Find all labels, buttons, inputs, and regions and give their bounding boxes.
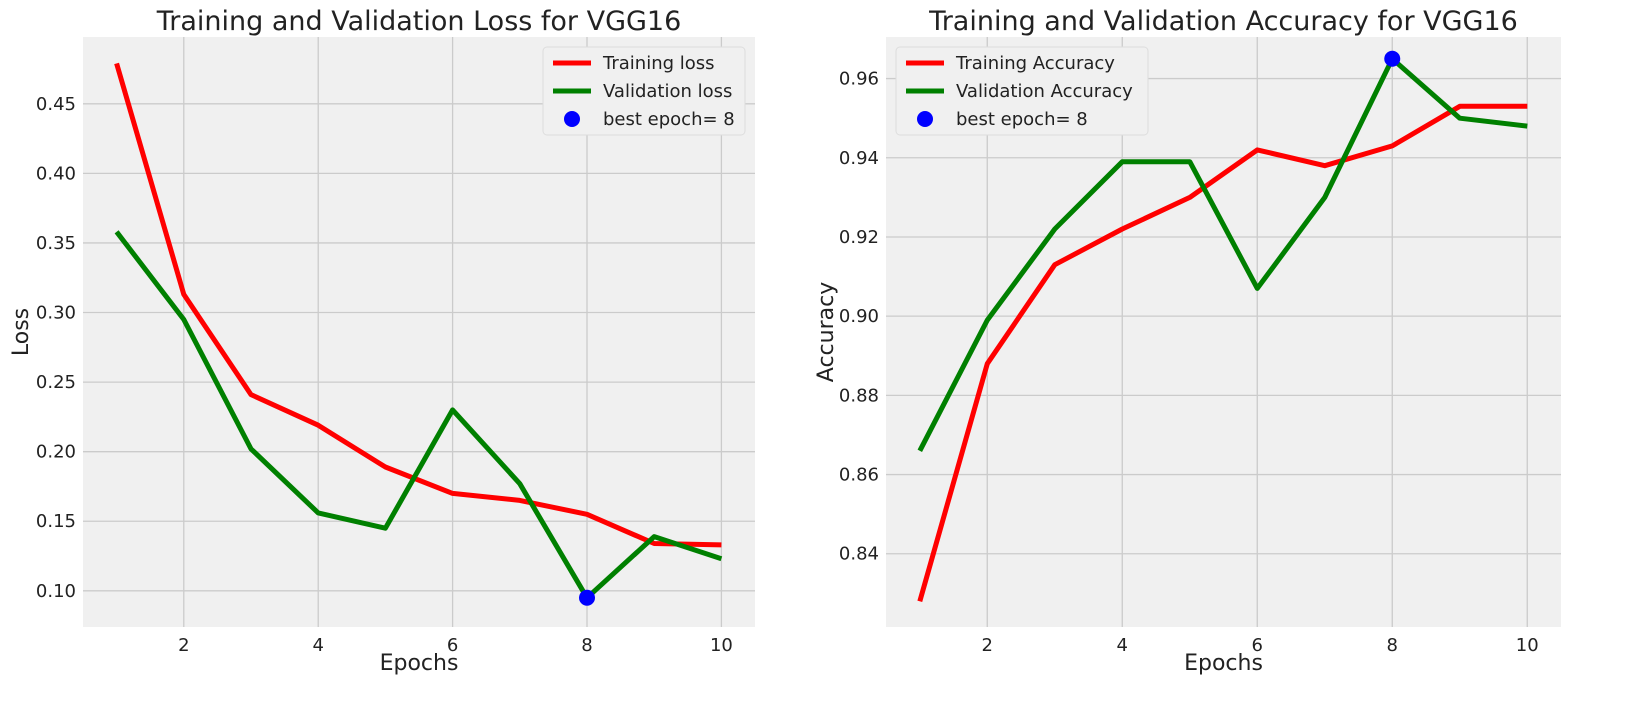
loss-y-tick-label: 0.30 [36, 303, 76, 324]
loss-x-tick-label: 8 [581, 635, 592, 656]
loss-y-tick-label: 0.35 [36, 233, 76, 254]
accuracy-x-axis-label: Epochs [1184, 651, 1263, 676]
accuracy-legend-label: best epoch= 8 [956, 109, 1088, 130]
accuracy-legend-label: Validation Accuracy [956, 81, 1133, 102]
accuracy-x-tick-label: 2 [982, 635, 993, 656]
accuracy-chart-title: Training and Validation Accuracy for VGG… [928, 6, 1518, 37]
accuracy-series-training-line [917, 103, 1528, 602]
accuracy-legend-marker [917, 111, 933, 127]
loss-series-training-line [114, 62, 722, 548]
accuracy-y-tick-label: 0.84 [839, 544, 879, 565]
accuracy-best-epoch-marker [1384, 50, 1401, 67]
accuracy-series-validation-line [917, 56, 1528, 452]
loss-x-tick-label: 6 [447, 635, 458, 656]
accuracy-y-tick-label: 0.88 [839, 385, 879, 406]
loss-series-validation-line [114, 230, 723, 601]
loss-best-epoch-marker [579, 589, 595, 606]
accuracy-chart: 2 4 6 8 10 0.84 0.86 0.88 0.90 0.92 0.94 0.96 Traini… [814, 6, 1561, 676]
loss-legend: Training loss Validation loss best epoch= … [542, 46, 746, 136]
accuracy-y-tick-label: 0.90 [839, 306, 879, 327]
loss-x-tick-label: 10 [710, 635, 733, 656]
loss-y-tick-label: 0.10 [36, 581, 76, 602]
loss-y-tick-label: 0.15 [36, 511, 76, 532]
loss-legend-label: best epoch= 8 [603, 109, 735, 130]
loss-y-axis-label: Loss [9, 308, 34, 356]
loss-x-axis-label: Epochs [380, 651, 459, 676]
accuracy-y-axis-label: Accuracy [814, 282, 839, 382]
loss-y-tick-label: 0.45 [36, 94, 76, 115]
accuracy-x-tick-label: 8 [1387, 635, 1398, 656]
accuracy-legend-label: Training Accuracy [955, 53, 1115, 74]
loss-chart-title: Training and Validation Loss for VGG16 [156, 6, 682, 37]
loss-y-tick-label: 0.20 [36, 442, 76, 463]
accuracy-x-tick-label: 4 [1117, 635, 1128, 656]
loss-x-tick-label: 4 [312, 635, 323, 656]
loss-legend-label: Validation loss [603, 81, 732, 102]
accuracy-x-tick-label: 10 [1516, 635, 1539, 656]
loss-chart: 2 4 6 8 10 0.10 0.15 0.20 0.25 0.30 0.35 0.40 0.45 Tr… [9, 6, 755, 676]
loss-legend-label: Training loss [602, 53, 715, 74]
loss-legend-box [542, 46, 746, 136]
accuracy-legend-box [895, 46, 1149, 136]
loss-y-tick-label: 0.25 [36, 372, 76, 393]
accuracy-y-tick-label: 0.86 [839, 465, 879, 486]
accuracy-y-tick-label: 0.96 [839, 69, 879, 90]
accuracy-y-tick-label: 0.92 [839, 227, 879, 248]
loss-x-tick-label: 2 [178, 635, 189, 656]
accuracy-y-tick-label: 0.94 [839, 148, 879, 169]
loss-y-tick-label: 0.40 [36, 163, 76, 184]
accuracy-legend: Training Accuracy Validation Accuracy best… [895, 46, 1149, 136]
loss-legend-marker [564, 111, 580, 127]
accuracy-x-tick-label: 6 [1252, 635, 1263, 656]
